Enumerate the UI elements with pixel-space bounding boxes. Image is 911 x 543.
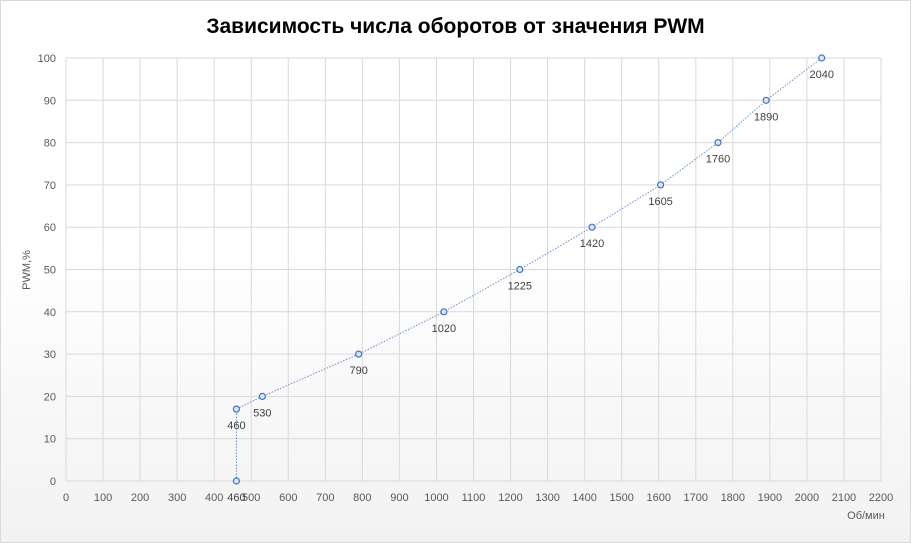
data-label: 1605 — [648, 196, 672, 208]
x-tick-label: 300 — [168, 492, 186, 504]
x-tick-label: 2100 — [832, 492, 856, 504]
y-tick-label: 10 — [44, 434, 56, 446]
x-tick-label: 1800 — [721, 492, 745, 504]
data-point — [258, 392, 266, 400]
data-point — [516, 265, 524, 274]
data-label: 460 — [227, 420, 245, 432]
x-tick-label: 700 — [316, 492, 334, 504]
y-tick-label: 90 — [44, 95, 56, 107]
y-tick-label: 40 — [44, 307, 56, 319]
x-tick-label: 1100 — [462, 492, 486, 504]
y-tick-label: 20 — [44, 391, 56, 403]
grid — [65, 57, 882, 482]
data-label: 2040 — [809, 69, 833, 81]
data-label: 530 — [253, 407, 271, 419]
x-tick-label: 1000 — [424, 492, 448, 504]
data-point — [588, 223, 596, 231]
x-tick-label: 1300 — [535, 492, 559, 504]
data-label: 1890 — [754, 111, 778, 123]
x-tick-label: 200 — [131, 492, 149, 504]
data-label: 790 — [349, 365, 367, 377]
x-tick-label: 2200 — [869, 492, 893, 504]
data-point — [656, 181, 665, 189]
data-point — [818, 54, 826, 62]
x-tick-label: 2000 — [795, 492, 819, 504]
series-markers — [232, 54, 826, 485]
y-tick-label: 70 — [44, 180, 56, 192]
x-tick-label: 1600 — [646, 492, 670, 504]
chart-title: Зависимость числа оборотов от значения P… — [206, 15, 705, 38]
x-tick-label: 100 — [94, 492, 112, 504]
data-point — [232, 477, 241, 485]
x-tick-label: 600 — [279, 492, 297, 504]
data-point — [714, 139, 722, 147]
x-tick-label: 1500 — [609, 492, 633, 504]
y-axis-ticks: 0 10 20 30 40 50 60 70 80 90 100 — [38, 53, 56, 488]
x-tick-label: 900 — [390, 492, 408, 504]
y-tick-label: 80 — [44, 138, 56, 150]
data-point — [232, 405, 241, 413]
y-tick-label: 60 — [44, 222, 56, 234]
x-tick-label: 1200 — [498, 492, 522, 504]
data-label: 1020 — [432, 323, 456, 335]
data-point — [762, 96, 770, 104]
y-tick-label: 0 — [50, 476, 56, 488]
x-tick-label: 400 — [205, 492, 223, 504]
x-tick-label: 0 — [63, 492, 69, 504]
y-axis-title: PWM,% — [21, 250, 33, 290]
data-label: 1760 — [706, 154, 730, 166]
data-point — [355, 350, 363, 358]
x-tick-label: 1700 — [684, 492, 708, 504]
y-tick-label: 50 — [44, 265, 56, 277]
x-tick-label: 800 — [353, 492, 371, 504]
y-tick-label: 30 — [44, 349, 56, 361]
y-tick-label: 100 — [38, 53, 56, 65]
x-tick-label: 1900 — [758, 492, 782, 504]
data-labels: 460 460 530 790 1020 1225 1420 1605 1760 1890 2040 — [227, 69, 834, 504]
data-label: 1225 — [508, 281, 532, 293]
x-tick-label: 500 — [242, 492, 260, 504]
x-tick-label: 1400 — [572, 492, 596, 504]
data-label: 1420 — [580, 238, 604, 250]
data-label: 460 — [227, 492, 245, 504]
x-axis-title: Об/мин — [847, 510, 885, 522]
x-axis-ticks: 0 100 200 300 400 500 600 700 800 900 1000 1100 1200… — [63, 492, 893, 504]
data-point — [440, 308, 448, 316]
